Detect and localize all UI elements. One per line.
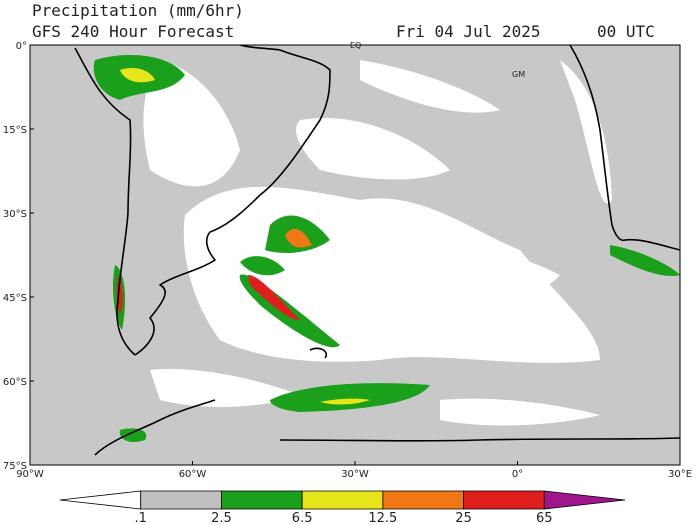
map: EQ GM xyxy=(29,41,681,466)
lat-label: 15°S xyxy=(3,125,27,136)
precip-moderate xyxy=(93,55,680,442)
axes: 0° 15°S 30°S 45°S 60°S 75°S90°W 60°W 30°W 0° 30°E xyxy=(3,41,692,480)
lon-label: 30°E xyxy=(668,469,692,480)
lat-label: 75°S xyxy=(3,461,27,472)
lat-label: 60°S xyxy=(3,377,27,388)
colorbar-label: 65 xyxy=(536,511,553,525)
colorbar-segment xyxy=(59,490,142,510)
colorbar-label: 6.5 xyxy=(292,511,313,525)
forecast-date: Fri 04 Jul 2025 xyxy=(396,22,541,41)
meridian-label: GM xyxy=(512,70,525,79)
title: Precipitation (mm/6hr) xyxy=(32,1,244,20)
lat-label: 45°S xyxy=(3,293,27,304)
lon-label: 60°W xyxy=(179,469,207,480)
colorbar-segment xyxy=(140,490,222,510)
subtitle: GFS 240 Hour Forecast xyxy=(32,22,234,41)
colorbar-label: 25 xyxy=(455,511,472,525)
colorbar-segment xyxy=(382,490,464,510)
lon-label: 90°W xyxy=(16,469,44,480)
lon-label: 0° xyxy=(512,469,523,480)
colorbar-label: .1 xyxy=(135,511,147,525)
colorbar-segment xyxy=(543,490,626,510)
colorbar-segment xyxy=(301,490,384,510)
colorbar-segment xyxy=(463,490,545,510)
equator-label: EQ xyxy=(350,41,361,50)
forecast-time: 00 UTC xyxy=(597,22,655,41)
lat-label: 30°S xyxy=(3,209,27,220)
colorbar-label: 2.5 xyxy=(211,511,232,525)
lat-label: 0° xyxy=(16,41,27,52)
colorbar-segment xyxy=(221,490,303,510)
lon-label: 30°W xyxy=(341,469,369,480)
colorbar-label: 12.5 xyxy=(368,511,397,525)
coastlines xyxy=(74,45,680,456)
colorbar: .1 2.5 6.5 12.5 25 65 xyxy=(59,490,626,525)
